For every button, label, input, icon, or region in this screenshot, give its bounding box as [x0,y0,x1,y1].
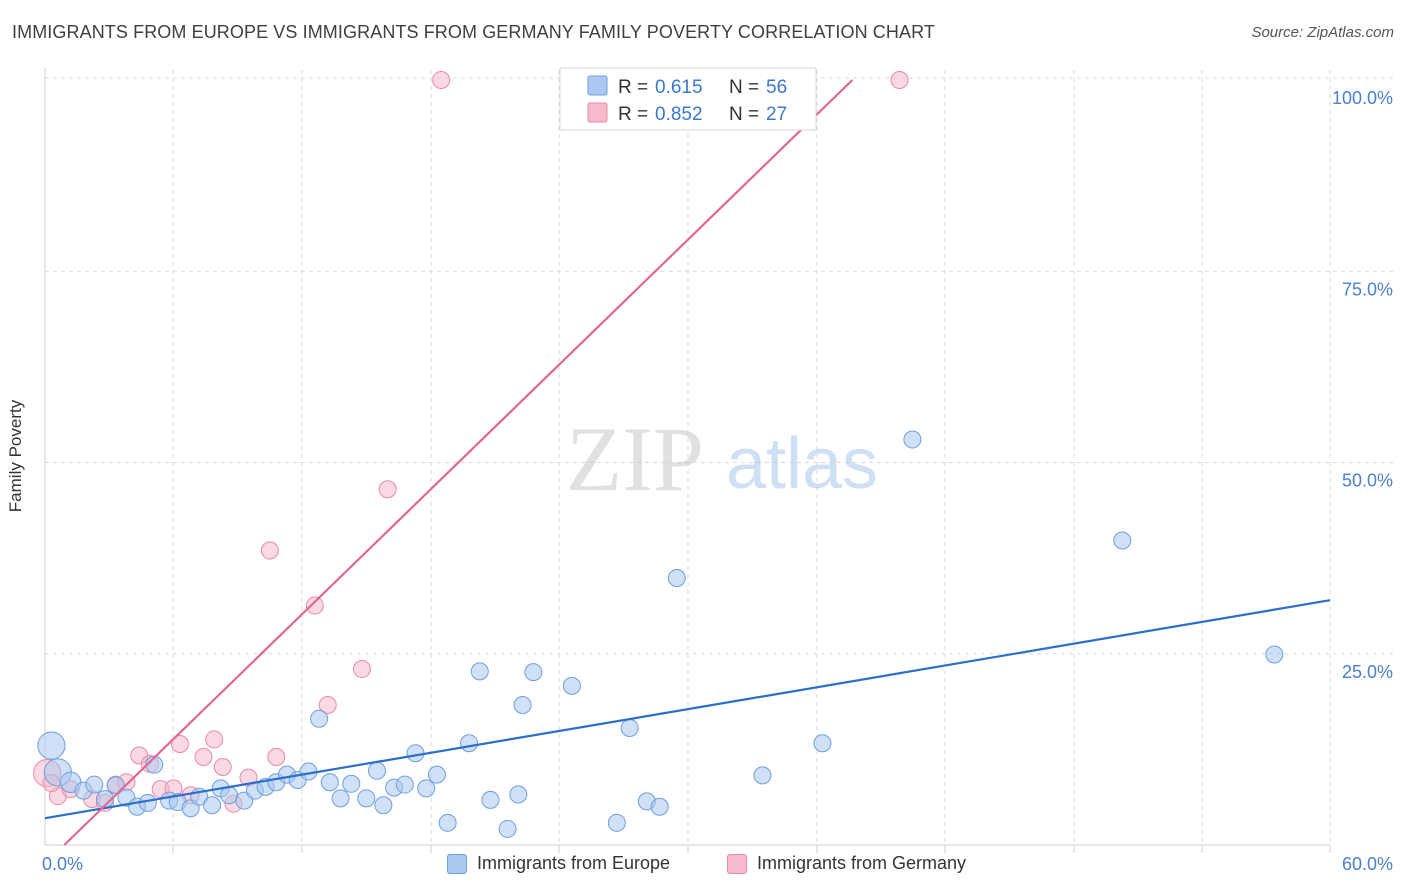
legend-label-europe: Immigrants from Europe [477,853,671,873]
point-europe [509,785,528,804]
point-germany [432,71,451,89]
watermark: ZIP atlas [566,408,878,510]
y-tick-label: 25.0% [1342,662,1393,682]
point-europe [395,775,414,794]
legend-swatch-germany [587,102,608,123]
point-europe [427,765,446,784]
point-europe [498,819,517,838]
data-points [33,71,1284,838]
point-europe [417,779,436,798]
y-axis-title: Family Poverty [6,399,25,513]
point-europe [1265,645,1284,664]
legend-swatch-europe [447,853,467,874]
legend-label-germany: Immigrants from Germany [757,853,967,873]
point-europe [357,789,376,808]
axes [44,68,1331,853]
point-europe [374,796,393,815]
trend-lines [44,79,1331,846]
trend-line-europe [44,599,1331,820]
point-europe [85,775,104,794]
point-germany [170,735,189,754]
point-germany [890,71,909,89]
x-tick-label: 60.0% [1342,854,1393,874]
watermark-atlas: atlas [726,424,878,504]
legend-swatch-germany [727,853,747,874]
point-europe [753,766,772,785]
legend-n-label: N = [729,77,759,98]
point-europe [903,430,922,449]
legend-n-value: 56 [766,77,787,98]
point-europe [342,774,361,793]
point-germany [267,748,286,767]
legend-n-value: 27 [766,104,787,125]
legend-r-value: 0.852 [655,104,703,125]
point-europe [813,734,832,753]
legend-r-value: 0.615 [655,77,703,98]
legend-n-label: N = [729,104,759,125]
legend-item-europe: Immigrants from Europe [447,853,670,874]
point-europe [438,813,457,832]
point-europe [203,796,222,815]
point-europe [620,718,639,737]
chart-title: IMMIGRANTS FROM EUROPE VS IMMIGRANTS FRO… [12,22,935,42]
x-tick-label: 0.0% [42,854,83,874]
legend-stats: R = 0.615 N = 56 R = 0.852 N = 27 [559,67,817,131]
legend-r-label: R = [618,104,648,125]
point-europe [1113,531,1132,550]
legend-swatch-europe [587,75,608,96]
point-germany [194,748,213,767]
point-europe [310,709,329,728]
point-europe [367,761,386,780]
point-germany [318,696,337,715]
point-europe [562,676,581,695]
point-europe [138,793,157,812]
point-europe [320,773,339,792]
trend-line-germany [63,79,854,846]
legend-series: Immigrants from Europe Immigrants from G… [0,850,1406,880]
y-tick-label: 75.0% [1342,279,1393,299]
point-europe [650,797,669,816]
point-europe [513,696,532,715]
point-europe [331,789,350,808]
point-europe [220,786,239,805]
point-europe [460,734,479,753]
y-tick-label: 100.0% [1332,88,1393,108]
point-europe [524,663,543,682]
source-credit: Source: ZipAtlas.com [1251,24,1394,41]
point-europe [607,813,626,832]
legend-r-label: R = [618,77,648,98]
point-germany [305,596,324,615]
tick-labels: 100.0% 75.0% 50.0% 25.0% 0.0% 60.0% [42,88,1393,874]
point-europe [37,731,66,760]
point-europe [470,662,489,681]
y-tick-label: 50.0% [1342,471,1393,491]
point-europe [667,569,686,588]
point-germany [213,757,232,776]
point-germany [352,660,371,679]
watermark-zip: ZIP [566,408,704,510]
point-europe [406,744,425,763]
grid-lines [45,70,1393,845]
legend-item-germany: Immigrants from Germany [727,853,966,874]
point-germany [205,730,224,749]
point-europe [481,790,500,809]
point-germany [378,480,397,499]
point-germany [260,541,279,560]
